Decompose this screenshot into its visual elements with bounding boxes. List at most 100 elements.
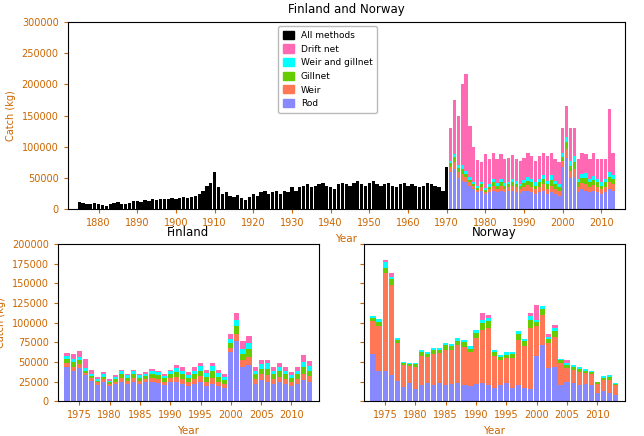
Bar [425,352,430,354]
Bar [307,382,312,401]
Bar [546,337,551,339]
Bar [93,203,97,209]
Bar [216,370,222,373]
Bar [507,182,510,184]
Bar [510,358,515,388]
Bar [584,154,587,173]
Bar [289,372,294,375]
Bar [209,183,213,209]
Bar [480,330,485,383]
Bar [144,379,149,382]
Bar [589,372,594,375]
Bar [460,165,464,169]
Bar [461,342,466,347]
Bar [480,320,485,323]
Bar [540,315,545,344]
Bar [522,158,526,180]
Bar [565,360,570,364]
Bar [437,383,442,401]
Bar [534,322,539,326]
Bar [352,183,355,209]
Bar [576,159,580,179]
Bar [484,192,487,194]
Bar [540,309,545,315]
Bar [147,201,151,209]
Bar [364,186,367,209]
Bar [136,201,139,209]
Bar [534,182,537,186]
Bar [270,371,276,375]
Bar [472,182,475,184]
Bar [480,163,483,182]
Bar [540,344,545,401]
Bar [495,192,498,209]
Bar [71,354,76,359]
Bar [144,382,149,401]
Bar [368,183,371,209]
Bar [418,187,421,209]
Bar [530,187,533,192]
Bar [71,371,76,401]
Bar [607,177,611,182]
Bar [561,157,564,161]
Bar [419,352,424,356]
Bar [185,372,191,375]
Bar [144,372,149,374]
Bar [607,393,612,401]
Bar [480,184,483,187]
Bar [592,185,595,191]
Bar [210,363,215,366]
Bar [180,384,185,401]
Bar [210,366,215,371]
Bar [377,322,382,326]
Bar [518,186,522,189]
Bar [77,360,82,364]
Bar [287,192,290,209]
Bar [162,376,167,378]
Bar [583,371,588,373]
Bar [553,367,558,401]
Bar [407,383,412,401]
Bar [468,386,473,401]
Bar [395,381,400,401]
Bar [504,355,509,358]
Bar [480,182,483,184]
Bar [565,382,570,401]
Bar [455,338,460,341]
Bar [584,184,587,191]
Bar [549,153,553,175]
Bar [259,364,264,369]
Bar [530,192,533,209]
Bar [607,109,611,172]
Bar [510,352,515,354]
Bar [234,326,240,334]
Bar [277,367,282,371]
Bar [289,375,294,378]
Bar [464,177,468,182]
Bar [391,186,394,209]
Bar [232,197,236,209]
Bar [77,364,82,368]
Bar [553,325,558,328]
Bar [113,203,116,209]
Bar [182,198,185,209]
Bar [576,368,582,369]
Bar [119,382,124,401]
Bar [283,191,286,209]
Bar [174,377,179,382]
Bar [495,186,498,189]
Title: Finland: Finland [167,226,209,239]
Bar [538,187,541,192]
Bar [307,376,312,382]
Bar [534,305,539,320]
Bar [240,367,245,401]
Bar [301,368,306,374]
Bar [216,373,222,377]
Bar [301,380,306,401]
Bar [301,374,306,380]
Bar [279,194,282,209]
Bar [476,160,479,186]
Bar [314,186,317,209]
Bar [596,182,600,187]
Bar [202,191,205,209]
